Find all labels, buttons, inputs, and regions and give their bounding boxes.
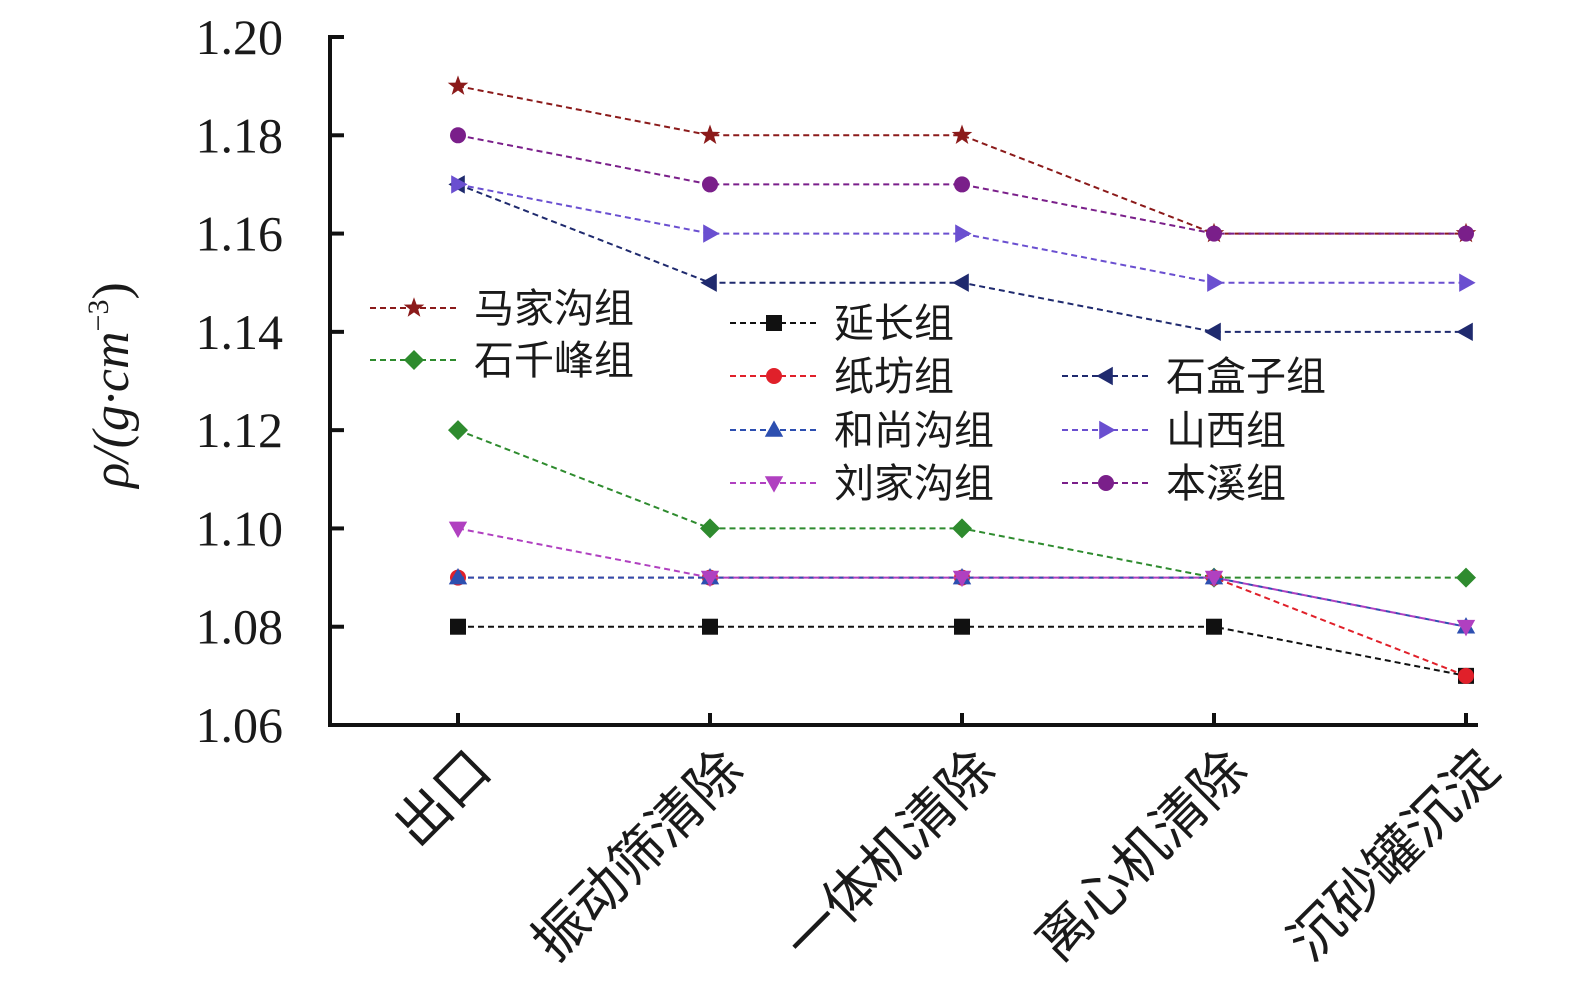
legend-marker — [764, 420, 784, 437]
data-point — [952, 518, 972, 539]
x-category-label: 离心机清除 — [1025, 739, 1258, 972]
series-6 — [448, 175, 1473, 342]
legend-item: 延长组 — [730, 301, 954, 346]
y-tick-label: 1.12 — [196, 402, 284, 458]
data-point — [1204, 570, 1224, 588]
legend-label: 纸坊组 — [834, 354, 954, 399]
data-point — [955, 224, 972, 243]
x-category-label: 沉砂罐沉淀 — [1277, 739, 1510, 972]
legend-label: 刘家沟组 — [834, 461, 994, 506]
legend-item: 刘家沟组 — [730, 461, 994, 506]
series-line — [457, 183, 1466, 284]
data-point — [954, 618, 970, 635]
legend-label: 石千峰组 — [474, 338, 634, 383]
legend-item: 和尚沟组 — [730, 408, 994, 453]
data-point — [450, 127, 466, 144]
x-category-label: 出口 — [384, 739, 503, 858]
data-point — [952, 570, 972, 588]
x-category-label: 振动筛清除 — [521, 739, 754, 972]
series-line — [457, 527, 1467, 628]
legend-marker — [1096, 366, 1113, 386]
y-tick-label: 1.16 — [196, 206, 284, 262]
series-line — [457, 85, 1466, 235]
data-point — [952, 273, 969, 292]
legend-item: 纸坊组 — [730, 354, 954, 399]
legend-item: 马家沟组 — [370, 286, 634, 331]
legend-item: 石千峰组 — [370, 338, 634, 383]
data-point — [699, 124, 721, 145]
legend-item: 石盒子组 — [1062, 354, 1326, 399]
y-tick-label: 1.10 — [196, 500, 284, 556]
data-point — [450, 618, 466, 635]
data-point — [700, 273, 717, 292]
data-point — [1459, 273, 1476, 292]
legend-label: 石盒子组 — [1166, 354, 1326, 399]
legend-label: 马家沟组 — [474, 286, 634, 331]
data-point — [1456, 322, 1473, 342]
data-point — [1458, 225, 1474, 242]
legend-marker — [1099, 420, 1116, 440]
series-0 — [447, 75, 1477, 243]
y-tick-label: 1.06 — [196, 697, 284, 753]
legend-label: 和尚沟组 — [834, 408, 994, 453]
legend-marker — [403, 297, 425, 317]
y-axis-label: ρ/(g·cm−3) — [82, 282, 140, 490]
y-axis-label-prefix: ρ/(g·cm — [83, 331, 140, 489]
legend-label: 延长组 — [834, 301, 954, 346]
data-point — [700, 570, 720, 588]
data-point — [448, 521, 468, 539]
axes: 1.06 1.08 1.10 1.12 1.14 1.16 1.18 1.20 出口 振动筛清除一… — [82, 9, 1510, 972]
data-point — [703, 224, 720, 243]
series-7 — [451, 175, 1476, 292]
data-point — [448, 567, 468, 585]
data-point — [702, 618, 718, 635]
data-point — [1458, 667, 1474, 684]
x-category-label: 一体机清除 — [773, 739, 1006, 972]
series-2 — [450, 618, 1474, 684]
data-point — [702, 176, 718, 193]
legend-label: 本溪组 — [1166, 461, 1286, 506]
legend-marker — [766, 368, 782, 384]
y-axis-label-suffix: ) — [83, 282, 140, 299]
data-point — [1456, 567, 1476, 588]
series-lines — [447, 75, 1477, 684]
y-tick-label: 1.18 — [196, 107, 284, 163]
data-point — [448, 420, 468, 441]
data-point — [1206, 225, 1222, 242]
data-point — [1456, 619, 1476, 637]
series-5 — [448, 521, 1476, 637]
legend-marker — [766, 315, 782, 331]
legend-marker — [1098, 475, 1114, 491]
series-line — [457, 134, 1466, 235]
data-point — [447, 75, 469, 95]
data-point — [954, 176, 970, 193]
legend-marker — [404, 350, 424, 370]
legend-label: 山西组 — [1166, 408, 1286, 453]
data-point — [951, 124, 973, 145]
data-point — [1207, 273, 1224, 292]
y-tick-label: 1.08 — [196, 599, 284, 655]
legend-item: 山西组 — [1062, 408, 1286, 453]
y-axis-label-exponent: −3 — [82, 300, 115, 332]
data-point — [1204, 322, 1221, 342]
data-point — [451, 175, 468, 194]
legend-item: 本溪组 — [1062, 461, 1286, 506]
series-8 — [450, 127, 1474, 242]
data-point — [1206, 618, 1222, 635]
data-point — [700, 518, 720, 539]
legend-marker — [764, 476, 784, 493]
y-tick-label: 1.20 — [196, 9, 284, 65]
y-tick-label: 1.14 — [196, 304, 284, 360]
